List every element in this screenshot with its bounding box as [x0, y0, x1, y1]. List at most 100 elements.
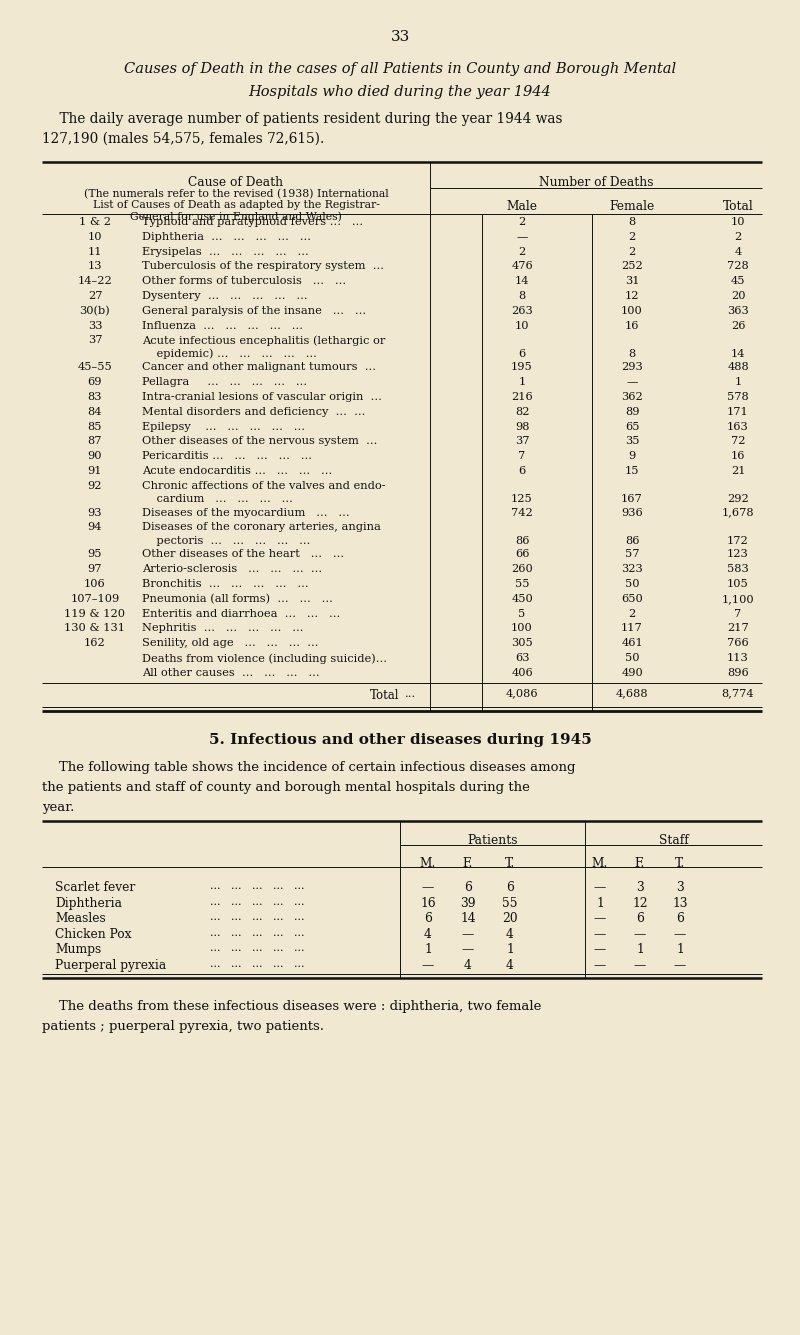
- Text: 100: 100: [621, 306, 643, 316]
- Text: ...   ...   ...   ...   ...: ... ... ... ... ...: [210, 928, 305, 939]
- Text: Tuberculosis of the respiratory system  ...: Tuberculosis of the respiratory system .…: [142, 262, 384, 271]
- Text: 1: 1: [676, 944, 684, 956]
- Text: 2: 2: [518, 247, 526, 256]
- Text: Senility, old age   ...   ...   ...  ...: Senility, old age ... ... ... ...: [142, 638, 318, 649]
- Text: 8: 8: [628, 218, 636, 227]
- Text: 14–22: 14–22: [78, 276, 112, 286]
- Text: 127,190 (males 54,575, females 72,615).: 127,190 (males 54,575, females 72,615).: [42, 132, 324, 146]
- Text: —: —: [626, 376, 638, 387]
- Text: 33: 33: [390, 29, 410, 44]
- Text: 35: 35: [625, 437, 639, 446]
- Text: 130 & 131: 130 & 131: [65, 623, 126, 633]
- Text: patients ; puerperal pyrexia, two patients.: patients ; puerperal pyrexia, two patien…: [42, 1020, 324, 1033]
- Text: Cancer and other malignant tumours  ...: Cancer and other malignant tumours ...: [142, 362, 376, 372]
- Text: 263: 263: [511, 306, 533, 316]
- Text: 8: 8: [518, 291, 526, 300]
- Text: 1: 1: [518, 376, 526, 387]
- Text: 84: 84: [88, 407, 102, 417]
- Text: The daily average number of patients resident during the year 1944 was: The daily average number of patients res…: [42, 112, 562, 125]
- Text: Total: Total: [722, 200, 754, 214]
- Text: 363: 363: [727, 306, 749, 316]
- Text: ...   ...   ...   ...   ...: ... ... ... ... ...: [210, 881, 305, 892]
- Text: 12: 12: [632, 897, 648, 910]
- Text: Pneumonia (all forms)  ...   ...   ...: Pneumonia (all forms) ... ... ...: [142, 594, 333, 605]
- Text: 450: 450: [511, 594, 533, 603]
- Text: Number of Deaths: Number of Deaths: [538, 176, 654, 190]
- Text: 63: 63: [514, 653, 530, 663]
- Text: Pellagra     ...   ...   ...   ...   ...: Pellagra ... ... ... ... ...: [142, 376, 307, 387]
- Text: Enteritis and diarrhoea  ...   ...   ...: Enteritis and diarrhoea ... ... ...: [142, 609, 340, 618]
- Text: —: —: [422, 959, 434, 972]
- Text: Chicken Pox: Chicken Pox: [55, 928, 131, 941]
- Text: Male: Male: [506, 200, 538, 214]
- Text: 98: 98: [514, 422, 530, 431]
- Text: 6: 6: [424, 912, 432, 925]
- Text: 100: 100: [511, 623, 533, 633]
- Text: 4: 4: [506, 959, 514, 972]
- Text: 1: 1: [424, 944, 432, 956]
- Text: Arterio-sclerosis   ...   ...   ...  ...: Arterio-sclerosis ... ... ... ...: [142, 565, 322, 574]
- Text: Female: Female: [610, 200, 654, 214]
- Text: F.: F.: [463, 857, 473, 870]
- Text: 4,688: 4,688: [616, 689, 648, 698]
- Text: Bronchitis  ...   ...   ...   ...   ...: Bronchitis ... ... ... ... ...: [142, 579, 309, 589]
- Text: 4: 4: [734, 247, 742, 256]
- Text: 5. Infectious and other diseases during 1945: 5. Infectious and other diseases during …: [209, 733, 591, 748]
- Text: 490: 490: [621, 668, 643, 678]
- Text: 8: 8: [628, 348, 636, 359]
- Text: 14: 14: [460, 912, 476, 925]
- Text: 3: 3: [636, 881, 644, 894]
- Text: 11: 11: [88, 247, 102, 256]
- Text: 45–55: 45–55: [78, 362, 112, 372]
- Text: 5: 5: [518, 609, 526, 618]
- Text: 14: 14: [514, 276, 530, 286]
- Text: —: —: [422, 881, 434, 894]
- Text: Patients: Patients: [467, 834, 518, 848]
- Text: 26: 26: [730, 320, 746, 331]
- Text: 163: 163: [727, 422, 749, 431]
- Text: 3: 3: [676, 881, 684, 894]
- Text: 8,774: 8,774: [722, 689, 754, 698]
- Text: 323: 323: [621, 565, 643, 574]
- Text: Scarlet fever: Scarlet fever: [55, 881, 135, 894]
- Text: 6: 6: [518, 348, 526, 359]
- Text: —: —: [674, 959, 686, 972]
- Text: Acute infectious encephalitis (lethargic or: Acute infectious encephalitis (lethargic…: [142, 335, 386, 346]
- Text: 1: 1: [596, 897, 604, 910]
- Text: 4: 4: [424, 928, 432, 941]
- Text: 6: 6: [518, 466, 526, 477]
- Text: M.: M.: [592, 857, 608, 870]
- Text: 91: 91: [88, 466, 102, 477]
- Text: Other forms of tuberculosis   ...   ...: Other forms of tuberculosis ... ...: [142, 276, 346, 286]
- Text: M.: M.: [420, 857, 436, 870]
- Text: —: —: [594, 912, 606, 925]
- Text: 94: 94: [88, 522, 102, 533]
- Text: 292: 292: [727, 494, 749, 505]
- Text: 1: 1: [506, 944, 514, 956]
- Text: 39: 39: [460, 897, 476, 910]
- Text: 33: 33: [88, 320, 102, 331]
- Text: Cause of Death: Cause of Death: [189, 176, 283, 190]
- Text: Mental disorders and deficiency  ...  ...: Mental disorders and deficiency ... ...: [142, 407, 366, 417]
- Text: 162: 162: [84, 638, 106, 649]
- Text: Diphtheria: Diphtheria: [55, 897, 122, 910]
- Text: cardium   ...   ...   ...   ...: cardium ... ... ... ...: [142, 494, 293, 505]
- Text: Mumps: Mumps: [55, 944, 102, 956]
- Text: ...   ...   ...   ...   ...: ... ... ... ... ...: [210, 912, 305, 922]
- Text: Erysipelas  ...   ...   ...   ...   ...: Erysipelas ... ... ... ... ...: [142, 247, 309, 256]
- Text: —: —: [634, 959, 646, 972]
- Text: 216: 216: [511, 392, 533, 402]
- Text: 107–109: 107–109: [70, 594, 120, 603]
- Text: Causes of Death in the cases of all Patients in County and Borough Mental: Causes of Death in the cases of all Pati…: [124, 61, 676, 76]
- Text: Nephritis  ...   ...   ...   ...   ...: Nephritis ... ... ... ... ...: [142, 623, 303, 633]
- Text: 105: 105: [727, 579, 749, 589]
- Text: 16: 16: [625, 320, 639, 331]
- Text: 37: 37: [88, 335, 102, 346]
- Text: 461: 461: [621, 638, 643, 649]
- Text: 15: 15: [625, 466, 639, 477]
- Text: 95: 95: [88, 550, 102, 559]
- Text: 119 & 120: 119 & 120: [65, 609, 126, 618]
- Text: 578: 578: [727, 392, 749, 402]
- Text: Deaths from violence (including suicide)...: Deaths from violence (including suicide)…: [142, 653, 387, 663]
- Text: 16: 16: [730, 451, 746, 461]
